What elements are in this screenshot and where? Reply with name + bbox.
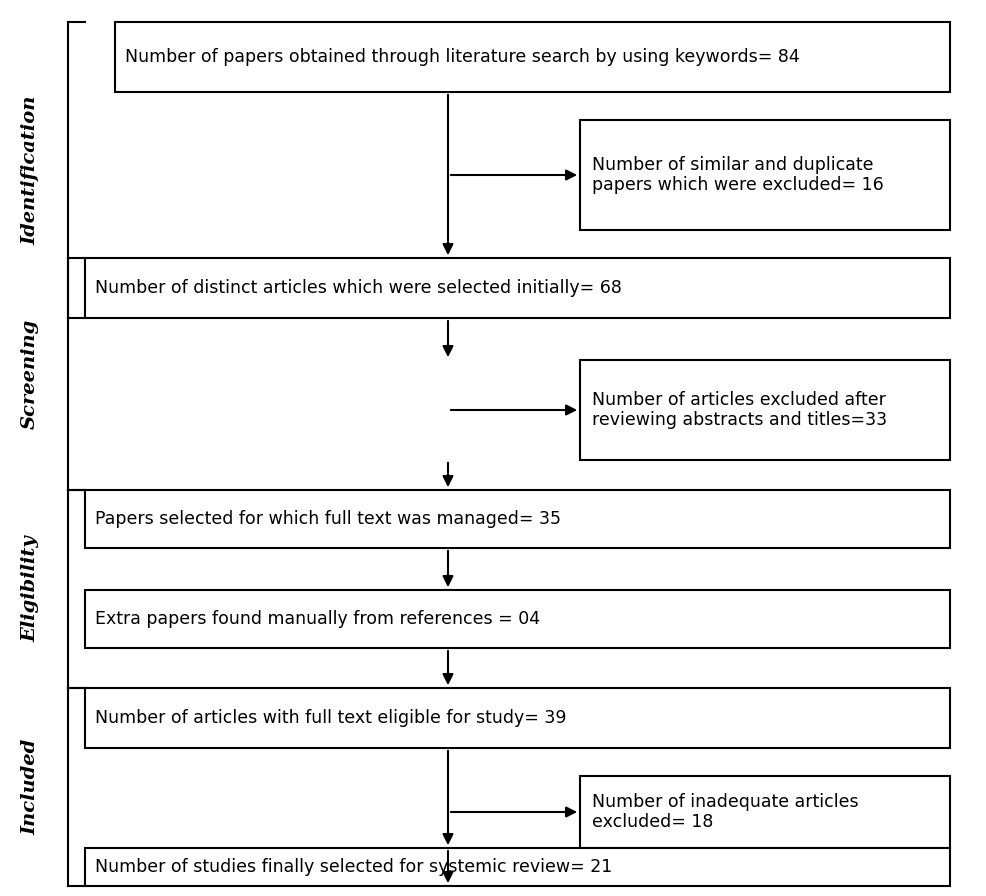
Bar bbox=[85, 848, 950, 886]
Text: Papers selected for which full text was managed= 35: Papers selected for which full text was … bbox=[95, 510, 561, 528]
Text: Number of papers obtained through literature search by using keywords= 84: Number of papers obtained through litera… bbox=[125, 48, 800, 66]
Text: Extra papers found manually from references = 04: Extra papers found manually from referen… bbox=[95, 610, 540, 628]
Bar bbox=[85, 688, 950, 748]
Text: Number of inadequate articles
excluded= 18: Number of inadequate articles excluded= … bbox=[592, 793, 859, 831]
Bar bbox=[85, 258, 950, 318]
Text: Number of articles excluded after
reviewing abstracts and titles=33: Number of articles excluded after review… bbox=[592, 391, 887, 429]
Bar bbox=[115, 22, 950, 92]
Text: Included: Included bbox=[21, 739, 39, 835]
Text: Screening: Screening bbox=[21, 319, 39, 429]
Bar bbox=[580, 120, 950, 230]
Text: Identification: Identification bbox=[21, 95, 39, 245]
Text: Number of articles with full text eligible for study= 39: Number of articles with full text eligib… bbox=[95, 709, 567, 727]
Bar bbox=[580, 776, 950, 848]
Bar bbox=[85, 590, 950, 648]
Bar bbox=[580, 360, 950, 460]
Bar bbox=[85, 490, 950, 548]
Text: Eligibility: Eligibility bbox=[21, 536, 39, 642]
Text: Number of distinct articles which were selected initially= 68: Number of distinct articles which were s… bbox=[95, 279, 622, 297]
Text: Number of similar and duplicate
papers which were excluded= 16: Number of similar and duplicate papers w… bbox=[592, 156, 883, 194]
Text: Number of studies finally selected for systemic review= 21: Number of studies finally selected for s… bbox=[95, 858, 612, 876]
